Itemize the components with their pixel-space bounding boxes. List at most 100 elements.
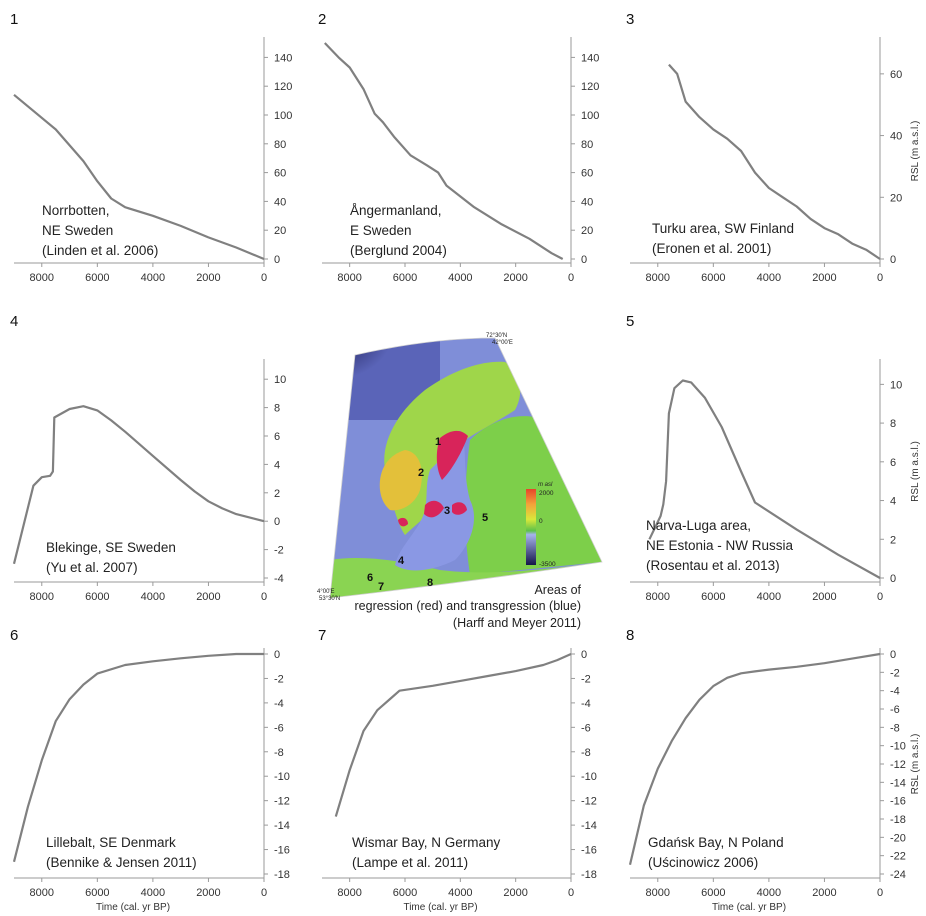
x-tick-label: 2000 [503,272,527,284]
location-label: NE Estonia - NW Russia [646,538,794,553]
x-tick-label: 4000 [448,887,472,899]
map-caption: Areas of regression (red) and transgressi… [355,583,582,630]
location-label: Blekinge, SE Sweden [46,540,176,555]
y-axis-label: RSL (m a.s.l.) [910,734,921,795]
location-label: Turku area, SW Finland [652,221,794,236]
y-tick-label: -14 [274,820,290,832]
location-label: (Eronen et al. 2001) [652,241,771,256]
colour-scale-bar [526,489,536,565]
x-tick-label: 6000 [701,591,725,603]
location-label: Ångermanland, [350,203,442,218]
location-label: Wismar Bay, N Germany [352,835,501,850]
y-tick-label: 100 [274,110,292,122]
y-tick-label: 40 [581,196,593,208]
y-tick-label: -18 [890,814,906,826]
location-label: Gdańsk Bay, N Poland [648,835,784,850]
map-site-7: 7 [378,581,384,593]
x-tick-label: 2000 [812,591,836,603]
y-tick-label: -2 [274,673,284,685]
x-tick-label: 0 [261,591,267,603]
legend-unit: m asl [538,482,553,488]
y-tick-label: -24 [890,869,906,881]
coord-left-line: 4°00'E [317,589,335,595]
panel-5: 5 0 2 4 6 8 10 8000 6000 4000 2000 0 RSL (m a.s.l.) N… [626,313,921,603]
location-label: (Rosentau et al. 2013) [646,558,780,573]
x-tick-label: 0 [877,887,883,899]
y-tick-label: 20 [581,225,593,237]
y-tick-label: 0 [581,254,587,266]
y-tick-label: -12 [274,796,290,808]
x-tick-label: 2000 [196,591,220,603]
y-tick-label: 100 [581,110,599,122]
y-tick-label: 0 [890,573,896,585]
y-tick-label: 4 [274,459,280,471]
x-tick-label: 8000 [646,887,670,899]
x-tick-label: 0 [877,591,883,603]
rsl-curve [324,42,564,260]
y-tick-label: 0 [274,516,280,528]
y-tick-label: 0 [890,254,896,266]
legend-tick-min: -3500 [539,561,556,568]
x-tick-label: 8000 [646,591,670,603]
caption-line: (Harff and Meyer 2011) [453,616,581,630]
location-label: (Berglund 2004) [350,243,447,258]
location-label: (Yu et al. 2007) [46,560,138,575]
y-tick-label: -6 [581,722,591,734]
panel-4: 4 -4 -2 0 2 4 6 8 10 8000 6000 4000 2000 0 Blekinge, S… [10,313,286,603]
panel-number: 6 [10,627,18,644]
legend-tick-zero: 0 [539,518,543,525]
x-tick-label: 2000 [196,272,220,284]
x-tick-label: 0 [568,887,574,899]
panel-number: 3 [626,11,634,28]
location-label: (Lampe et al. 2011) [352,855,468,870]
y-axis-label: RSL (m a.s.l.) [910,121,921,182]
y-tick-label: 6 [890,457,896,469]
rsl-curve [334,652,572,817]
x-tick-label: 0 [877,272,883,284]
y-tick-label: 40 [274,196,286,208]
y-tick-label: 120 [274,81,292,93]
y-axis-label: RSL (m a.s.l.) [910,441,921,502]
y-tick-label: -6 [890,704,900,716]
map-site-3: 3 [444,505,450,517]
x-tick-label: 4000 [141,272,165,284]
map-site-1: 1 [435,436,441,448]
x-tick-label: 6000 [393,887,417,899]
panel-number: 4 [10,313,18,330]
x-tick-label: 8000 [30,887,54,899]
y-tick-label: -16 [890,796,906,808]
y-tick-label: 60 [581,168,593,180]
x-axis-label: Time (cal. yr BP) [96,902,170,913]
x-tick-label: 4000 [448,272,472,284]
y-tick-label: 60 [890,69,902,81]
map-site-8: 8 [427,577,433,589]
y-tick-label: -4 [581,698,591,710]
location-label: (Linden et al. 2006) [42,243,158,258]
location-label: E Sweden [350,223,412,238]
x-tick-label: 8000 [30,272,54,284]
y-tick-label: 120 [581,81,599,93]
y-tick-label: -18 [274,869,290,881]
y-tick-label: -10 [890,741,906,753]
y-tick-label: -8 [274,747,284,759]
y-tick-label: 60 [274,168,286,180]
location-label: (Bennike & Jensen 2011) [46,855,197,870]
y-tick-label: 80 [581,139,593,151]
baltic-map: m asl 2000 0 -3500 1 2 3 4 5 6 7 8 72°30… [317,333,603,630]
panel-number: 8 [626,627,634,644]
coord-top-line: 42°00'E [492,340,513,346]
panel-number: 7 [318,627,326,644]
y-tick-label: -4 [274,573,284,585]
panel-3: 3 0 20 40 60 8000 6000 4000 2000 0 RSL (m a.s.l.) T… [626,11,921,284]
panel-6: 6 -18 -16 -14 -12 -10 -8 -6 -4 -2 0 8000 6000 4000 200… [10,627,290,913]
x-tick-label: 0 [261,272,267,284]
y-tick-label: -2 [890,667,900,679]
map-site-2: 2 [418,467,424,479]
y-tick-label: 80 [274,139,286,151]
y-tick-label: 20 [274,225,286,237]
y-tick-label: -14 [581,820,597,832]
x-tick-label: 8000 [646,272,670,284]
y-tick-label: 0 [274,254,280,266]
